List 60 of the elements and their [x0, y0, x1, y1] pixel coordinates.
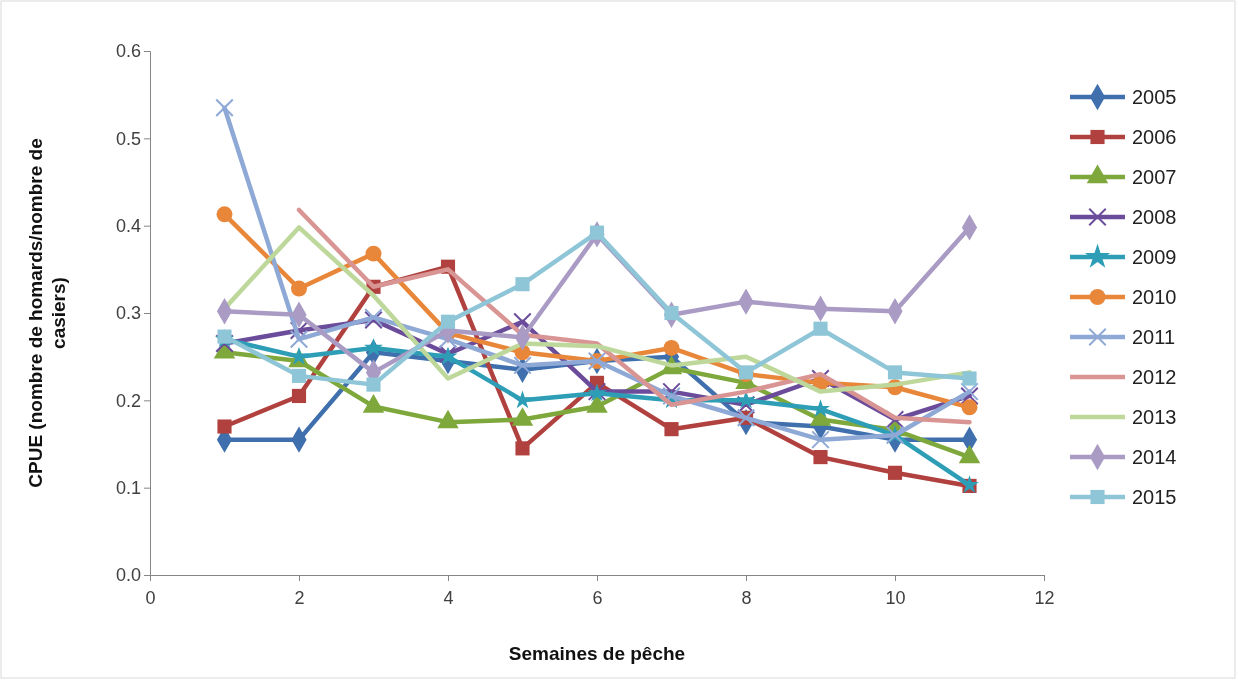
- point: [216, 206, 233, 223]
- point: [365, 245, 382, 262]
- legend-label: 2015: [1132, 486, 1177, 508]
- point: [215, 334, 234, 353]
- point: [364, 338, 383, 356]
- y-tick-label: 0.5: [115, 128, 141, 149]
- legend-label: 2014: [1132, 446, 1177, 468]
- point: [515, 441, 530, 456]
- point: [962, 371, 977, 386]
- x-tick-label: 8: [741, 587, 752, 608]
- point: [662, 386, 681, 406]
- x-axis-title: Semaines de pêche: [508, 643, 686, 664]
- x-tick-label: 0: [145, 587, 156, 608]
- point: [291, 280, 307, 297]
- point: [589, 225, 605, 240]
- legend-label: 2011: [1132, 326, 1176, 348]
- y-tick-label: 0.2: [115, 390, 141, 411]
- point: [664, 422, 679, 437]
- legend-label: 2008: [1132, 206, 1177, 228]
- x-tick-label: 4: [443, 587, 454, 608]
- point: [960, 386, 979, 406]
- point: [215, 98, 234, 118]
- legend-label: 2005: [1132, 86, 1177, 108]
- legend-label: 2012: [1132, 366, 1177, 388]
- legend-label: 2009: [1132, 246, 1177, 268]
- point: [366, 377, 381, 392]
- point: [960, 382, 979, 401]
- point: [663, 339, 680, 356]
- point: [289, 329, 309, 349]
- point: [440, 314, 456, 329]
- x-tick-label: 12: [1034, 587, 1055, 608]
- point: [813, 321, 828, 336]
- point: [961, 399, 978, 416]
- x-tick-label: 10: [885, 587, 906, 608]
- y-axis-title: CPUE (nombre de homards/nombre de casiers): [25, 138, 69, 488]
- point: [217, 329, 232, 344]
- x-tick-label: 2: [294, 587, 305, 608]
- point: [217, 419, 232, 434]
- x-tick-label: 6: [592, 587, 603, 608]
- point: [515, 277, 530, 292]
- point: [291, 368, 307, 383]
- point: [513, 390, 532, 409]
- legend-label: 2006: [1132, 126, 1177, 148]
- point: [811, 369, 830, 388]
- point: [811, 430, 830, 449]
- point: [887, 465, 903, 480]
- y-tick-label: 0.6: [115, 41, 141, 62]
- legend-label: 2013: [1132, 406, 1177, 428]
- point: [513, 356, 532, 375]
- point: [291, 388, 307, 404]
- point: [736, 395, 756, 414]
- legend-label: 2010: [1132, 286, 1177, 308]
- point: [813, 450, 828, 465]
- y-tick-label: 0.0: [115, 565, 141, 586]
- y-tick-label: 0.4: [115, 215, 141, 236]
- point: [887, 365, 903, 380]
- y-tick-label: 0.1: [115, 477, 141, 498]
- y-tick-label: 0.3: [115, 303, 141, 324]
- legend-label: 2007: [1132, 166, 1177, 188]
- point: [664, 305, 679, 321]
